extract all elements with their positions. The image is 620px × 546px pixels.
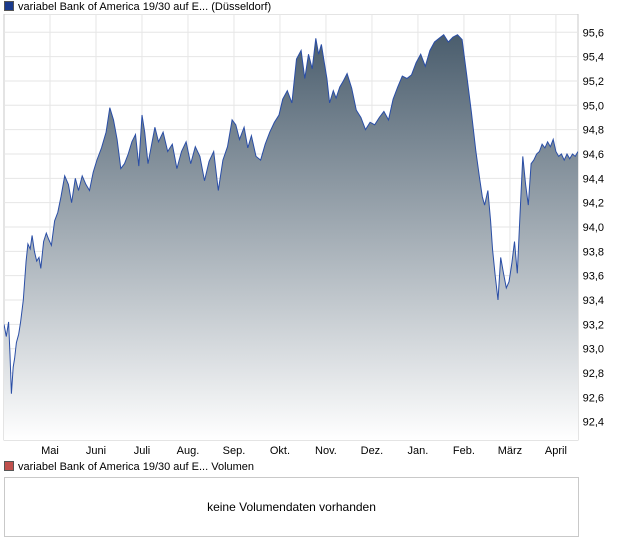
price-area-fill <box>4 34 578 440</box>
y-tick-label: 92,6 <box>583 392 604 404</box>
price-series-swatch <box>4 1 14 12</box>
x-axis-ticks: Mai Juni Juli Aug. Sep. Okt. Nov. Dez. Jan. Feb. M… <box>41 445 567 457</box>
y-tick-label: 94,8 <box>583 125 604 137</box>
x-tick-label: Juli <box>134 445 151 457</box>
volume-series-swatch <box>4 461 14 472</box>
y-tick-label: 92,4 <box>583 417 604 429</box>
x-tick-label: Mai <box>41 445 59 457</box>
no-volume-message: keine Volumendaten vorhanden <box>207 500 376 514</box>
y-tick-label: 94,0 <box>583 222 604 234</box>
x-tick-label: April <box>545 445 567 457</box>
x-tick-label: Aug. <box>177 445 200 457</box>
price-chart: 92,4 92,6 92,8 93,0 93,2 93,4 93,6 93,8 94,0 94,2… <box>3 14 604 457</box>
x-tick-label: Sep. <box>223 445 246 457</box>
price-legend-label: variabel Bank of America 19/30 auf E... … <box>18 1 272 13</box>
x-tick-label: Nov. <box>315 445 337 457</box>
y-tick-label: 95,6 <box>583 27 604 39</box>
y-tick-label: 93,2 <box>583 319 604 331</box>
y-tick-label: 95,0 <box>583 100 604 112</box>
y-tick-label: 93,4 <box>583 295 604 307</box>
y-tick-label: 94,2 <box>583 198 604 210</box>
x-tick-label: Dez. <box>361 445 384 457</box>
x-tick-label: Okt. <box>270 445 290 457</box>
y-tick-label: 92,8 <box>583 368 604 380</box>
x-tick-label: Juni <box>86 445 106 457</box>
price-legend: variabel Bank of America 19/30 auf E... … <box>4 0 271 14</box>
y-tick-label: 95,4 <box>583 52 604 64</box>
y-tick-label: 95,2 <box>583 76 604 88</box>
y-tick-label: 94,4 <box>583 173 604 185</box>
volume-legend-label: variabel Bank of America 19/30 auf E... … <box>18 461 255 473</box>
y-tick-label: 93,0 <box>583 344 604 356</box>
price-line <box>4 33 578 394</box>
y-tick-label: 93,8 <box>583 246 604 258</box>
y-tick-label: 93,6 <box>583 271 604 283</box>
y-tick-label: 94,6 <box>583 149 604 161</box>
x-tick-label: Feb. <box>453 445 475 457</box>
volume-panel: keine Volumendaten vorhanden <box>4 477 579 537</box>
x-tick-label: Jan. <box>408 445 429 457</box>
x-tick-label: März <box>498 445 522 457</box>
y-axis-ticks: 92,4 92,6 92,8 93,0 93,2 93,4 93,6 93,8 94,0 94,2… <box>583 27 604 428</box>
volume-legend: variabel Bank of America 19/30 auf E... … <box>4 460 254 474</box>
